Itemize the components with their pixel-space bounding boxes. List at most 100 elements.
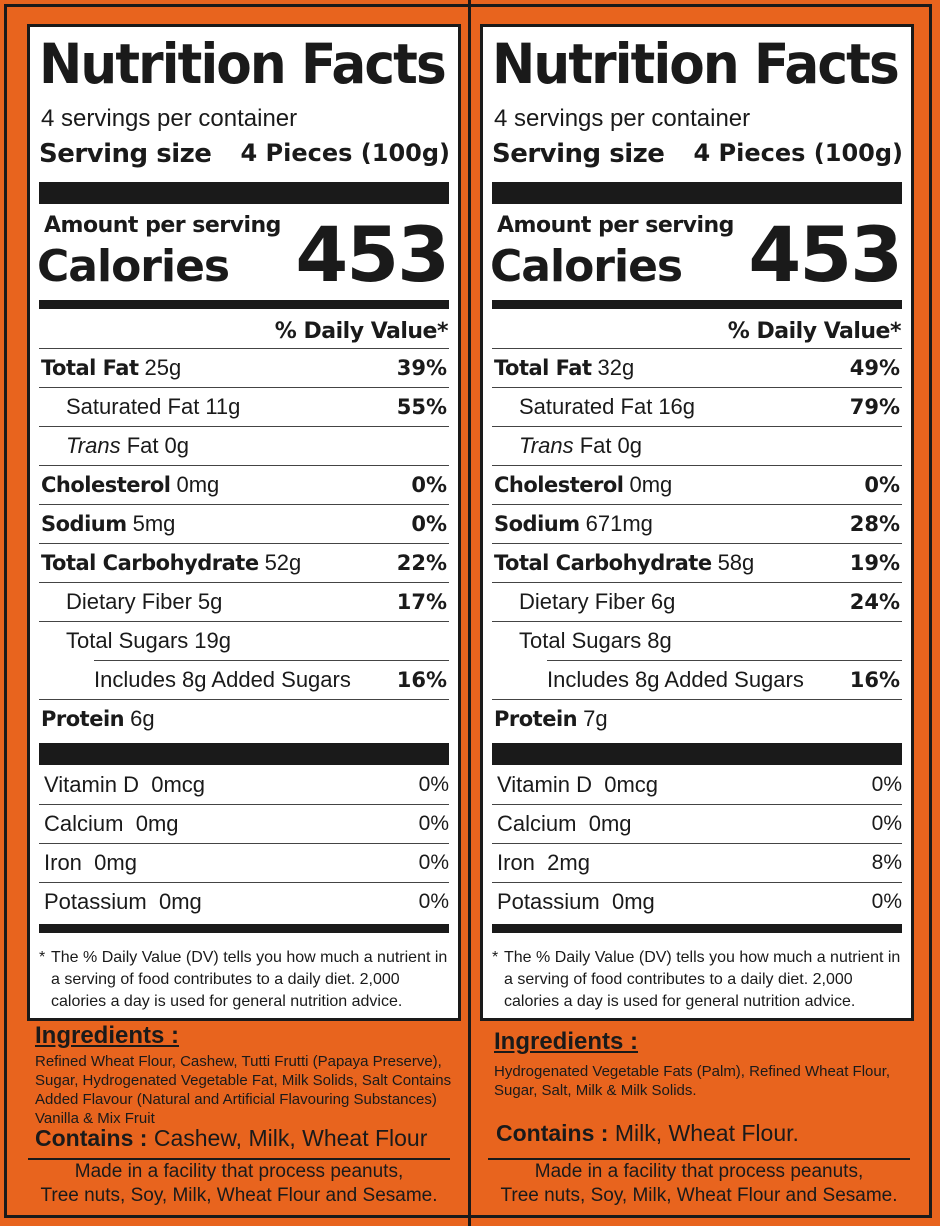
servings-per-container: 4 servings per container	[494, 105, 751, 132]
nutrient-pct: 39%	[396, 356, 447, 380]
calories-label: Calories	[37, 241, 230, 292]
nutrient-name: Fat	[120, 433, 159, 458]
vitamin-rows: Vitamin D 0mcg 0% Calcium 0mg 0% Iron 0mg 0…	[39, 765, 449, 921]
facility-statement: Made in a facility that process peanuts,…	[28, 1158, 450, 1208]
nutrient-rows: Total Fat 32g 49% Saturated Fat 16g 79% Tran…	[492, 348, 902, 738]
nutrition-facts-title: Nutrition Facts	[492, 32, 900, 96]
nutrient-amount: 671mg	[585, 511, 653, 536]
contains-line: Contains : Milk, Wheat Flour.	[496, 1120, 799, 1147]
nutrient-name: Protein	[41, 707, 125, 731]
vitamin-pct: 0%	[418, 890, 449, 913]
nutrient-amount: 16g	[658, 394, 696, 419]
nutrient-amount: 5mg	[132, 511, 176, 536]
daily-value-header: % Daily Value*	[727, 319, 902, 344]
medium-divider	[39, 924, 449, 933]
medium-divider	[492, 924, 902, 933]
thick-divider	[492, 182, 902, 204]
nutrient-name: Total Sugars	[66, 628, 189, 653]
nutrient-row-total-sugars: Total Sugars 8g	[492, 621, 902, 660]
serving-size-label: Serving size	[492, 139, 665, 169]
nutrient-pct: 0%	[411, 512, 447, 536]
nutrient-rows: Total Fat 25g 39% Saturated Fat 11g 55% Tran…	[39, 348, 449, 738]
nutrient-row-sodium: Sodium 5mg 0%	[39, 504, 449, 543]
nutrient-name: Fat	[573, 433, 612, 458]
facility-statement: Made in a facility that process peanuts,…	[488, 1158, 910, 1208]
nutrient-row-saturated-fat: Saturated Fat 16g 79%	[492, 387, 902, 426]
nutrition-panel-left: Nutrition Facts 4 servings per container…	[27, 24, 461, 1021]
ingredients-text: Hydrogenated Vegetable Fats (Palm), Refi…	[494, 1063, 891, 1099]
nutrient-amount: 11g	[205, 394, 241, 419]
nutrient-name: Total Carbohydrate	[494, 551, 712, 575]
nutrient-row-protein: Protein 6g	[39, 699, 449, 738]
nutrient-amount: 52g	[264, 550, 302, 575]
nutrient-row-total-fat: Total Fat 25g 39%	[39, 348, 449, 387]
thick-divider	[39, 743, 449, 765]
contains-text: Cashew, Milk, Wheat Flour	[153, 1125, 428, 1151]
vitamin-rows: Vitamin D 0mcg 0% Calcium 0mg 0% Iron 2mg 8…	[492, 765, 902, 921]
vitamin-amount: 0mg	[588, 811, 632, 836]
label-left: Nutrition Facts 4 servings per container…	[27, 24, 461, 1208]
footnote-text: The % Daily Value (DV) tells you how muc…	[51, 949, 448, 1010]
serving-size-label: Serving size	[39, 139, 212, 169]
vitamin-name: Potassium	[497, 889, 600, 914]
nutrient-amount: 25g	[144, 355, 182, 380]
footnote-star: *	[39, 949, 46, 966]
nutrient-amount: 0mg	[629, 472, 673, 497]
nutrient-pct: 17%	[396, 590, 447, 614]
nutrient-row-dietary-fiber: Dietary Fiber 5g 17%	[39, 582, 449, 621]
calories-value: 453	[295, 210, 450, 299]
label-right: Nutrition Facts 4 servings per container…	[470, 0, 940, 1226]
contains-label: Contains :	[496, 1120, 609, 1146]
calories-label: Calories	[490, 241, 683, 292]
nutrient-amount: 19g	[194, 628, 232, 653]
ingredients-text: Refined Wheat Flour, Cashew, Tutti Frutt…	[35, 1053, 452, 1127]
nutrient-name-italic: Trans	[519, 433, 574, 458]
vitamin-row: Calcium 0mg 0%	[39, 804, 449, 843]
nutrient-row-total-carbohydrate: Total Carbohydrate 58g 19%	[492, 543, 902, 582]
vitamin-row: Iron 0mg 0%	[39, 843, 449, 882]
vitamin-amount: 2mg	[547, 850, 590, 875]
nutrient-name: Dietary Fiber	[519, 589, 645, 614]
nutrient-row-total-fat: Total Fat 32g 49%	[492, 348, 902, 387]
medium-divider	[39, 300, 449, 309]
nutrition-panel-right: Nutrition Facts 4 servings per container…	[480, 24, 914, 1021]
nutrient-pct: 16%	[396, 668, 447, 692]
vitamin-row: Calcium 0mg 0%	[492, 804, 902, 843]
contains-text: Milk, Wheat Flour.	[614, 1120, 799, 1146]
nutrition-facts-title: Nutrition Facts	[39, 32, 447, 96]
facility-line-1: Made in a facility that process peanuts,	[74, 1161, 404, 1182]
nutrient-pct: 79%	[849, 395, 900, 419]
vitamin-name: Calcium	[497, 811, 577, 836]
nutrient-row-added-sugars: Includes 8g Added Sugars 16%	[547, 660, 902, 699]
nutrient-pct: 19%	[849, 551, 900, 575]
vitamin-pct: 0%	[871, 890, 902, 913]
nutrient-name: Includes 8g Added Sugars	[94, 667, 351, 692]
vitamin-pct: 0%	[871, 812, 902, 835]
nutrient-row-cholesterol: Cholesterol 0mg 0%	[39, 465, 449, 504]
nutrient-row-sodium: Sodium 671mg 28%	[492, 504, 902, 543]
nutrient-amount: 0g	[164, 433, 189, 458]
nutrient-pct: 49%	[849, 356, 900, 380]
thick-divider	[492, 743, 902, 765]
nutrient-row-cholesterol: Cholesterol 0mg 0%	[492, 465, 902, 504]
vitamin-amount: 0mg	[94, 850, 137, 875]
nutrient-name: Sodium	[494, 512, 580, 536]
nutrient-amount: 6g	[130, 706, 155, 731]
vitamin-name: Calcium	[44, 811, 124, 836]
vitamin-amount: 0mg	[135, 811, 179, 836]
ingredients-title: Ingredients :	[494, 1028, 639, 1055]
facility-line-2: Tree nuts, Soy, Milk, Wheat Flour and Se…	[500, 1185, 898, 1206]
nutrient-name: Includes 8g Added Sugars	[547, 667, 804, 692]
nutrient-row-total-sugars: Total Sugars 19g	[39, 621, 449, 660]
nutrient-name: Saturated Fat	[66, 394, 200, 419]
vitamin-name: Vitamin D	[44, 771, 139, 797]
contains-line: Contains : Cashew, Milk, Wheat Flour	[35, 1125, 427, 1152]
vitamin-pct: 0%	[418, 812, 449, 835]
vitamin-name: Iron	[497, 850, 535, 875]
amount-per-serving: Amount per serving	[497, 213, 734, 238]
footnote: * The % Daily Value (DV) tells you how mu…	[492, 947, 902, 1013]
nutrient-pct: 28%	[849, 512, 900, 536]
nutrient-pct: 16%	[849, 668, 900, 692]
nutrient-name: Saturated Fat	[519, 394, 653, 419]
nutrient-pct: 24%	[849, 590, 900, 614]
